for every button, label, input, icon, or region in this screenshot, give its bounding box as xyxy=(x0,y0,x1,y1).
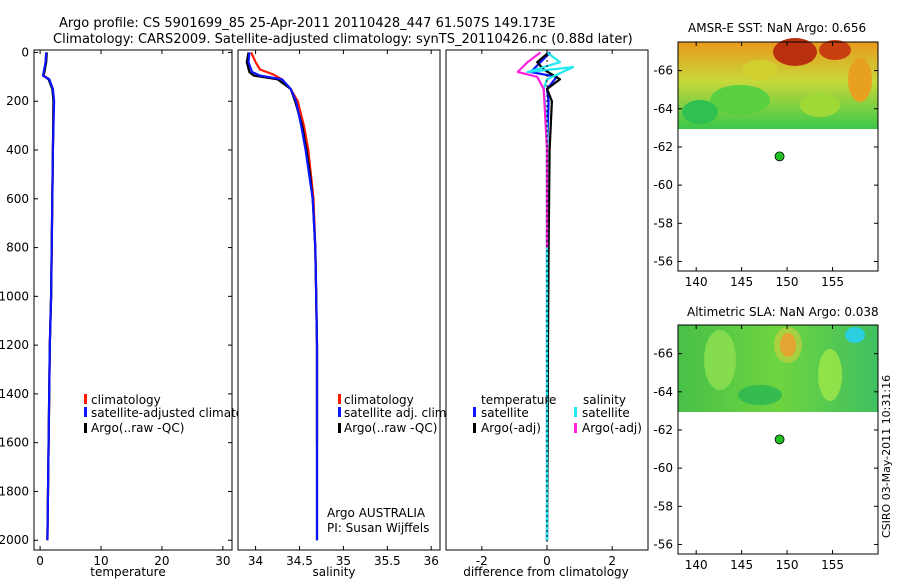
argo-float-marker xyxy=(774,434,785,445)
x-tick-label: -2 xyxy=(476,554,488,568)
legend-climatology: climatology xyxy=(91,393,161,407)
x-tick-label: 145 xyxy=(730,275,753,289)
x-tick-label: 0 xyxy=(543,554,551,568)
x-tick-label: 140 xyxy=(685,275,708,289)
legend-temp-satellite: satellite xyxy=(481,406,529,420)
legend-argo-raw: Argo(..raw -QC) xyxy=(91,421,184,435)
legend-swatch-blue xyxy=(473,407,476,417)
x-tick-label: 35.5 xyxy=(374,554,401,568)
salinity-legend: climatology satellite adj. clim. Argo(..… xyxy=(338,393,450,435)
y-tick-label: 2000 xyxy=(0,533,29,547)
sla-map-panel: Altimetric SLA: NaN Argo: 0.038 140 145 15… xyxy=(653,305,878,572)
x-tick-label: 150 xyxy=(776,558,799,572)
difference-panel: -2 0 2 difference from climatology tempera… xyxy=(445,49,649,579)
y-tick-label: -56 xyxy=(653,254,673,268)
legend-swatch-red xyxy=(338,394,341,404)
difference-legend: temperature satellite Argo(-adj) salinit… xyxy=(473,393,642,435)
legend-swatch-red xyxy=(84,394,87,404)
legend-swatch-black xyxy=(473,423,476,433)
legend-swatch-blue xyxy=(84,407,87,417)
sst-field xyxy=(682,38,872,124)
x-tick-label: 36 xyxy=(424,554,439,568)
x-tick-label: 145 xyxy=(730,558,753,572)
legend-salinity-title: salinity xyxy=(583,393,626,407)
x-tick-label: 155 xyxy=(821,275,844,289)
y-tick-label: 1400 xyxy=(0,387,29,401)
temperature-xlabel: temperature xyxy=(90,565,165,579)
salinity-panel: 34 34.5 35 35.5 36 salinity climatology sate… xyxy=(237,49,450,579)
y-tick-label: -62 xyxy=(653,423,673,437)
y-tick-label: -66 xyxy=(653,347,673,361)
y-tick-label: -56 xyxy=(653,537,673,551)
salinity-xlabel: salinity xyxy=(312,565,355,579)
legend-sal-satellite: satellite xyxy=(582,406,630,420)
legend-swatch-cyan xyxy=(574,407,577,417)
y-tick-label: 1000 xyxy=(0,289,29,303)
y-tick-label: -60 xyxy=(653,178,673,192)
legend-sal-argo: Argo(-adj) xyxy=(582,421,642,435)
y-tick-label: 1200 xyxy=(0,338,29,352)
legend-satellite-adjusted: satellite-adjusted climatology xyxy=(91,406,269,420)
temperature-panel: 0 10 20 30 0 200 400 600 800 1000 1200 1400 1600 180… xyxy=(0,45,269,579)
sla-map-title: Altimetric SLA: NaN Argo: 0.038 xyxy=(687,305,879,319)
x-tick-label: 34.5 xyxy=(286,554,313,568)
y-tick-label: 600 xyxy=(6,192,29,206)
annotation-pi: PI: Susan Wijffels xyxy=(327,521,429,535)
y-tick-label: -62 xyxy=(653,140,673,154)
x-tick-label: 155 xyxy=(821,558,844,572)
difference-xlabel: difference from climatology xyxy=(463,565,629,579)
x-tick-label: 35 xyxy=(336,554,351,568)
legend-swatch-blue xyxy=(338,407,341,417)
y-tick-label: 400 xyxy=(6,143,29,157)
legend-argo-raw: Argo(..raw -QC) xyxy=(344,421,437,435)
legend-swatch-black xyxy=(338,423,341,433)
legend-temp-argo: Argo(-adj) xyxy=(481,421,541,435)
series-satellite-adj-clim- xyxy=(247,52,319,541)
credit-stamp: CSIRO 03-May-2011 10:31:16 xyxy=(880,375,893,538)
x-tick-label: 0 xyxy=(36,554,44,568)
annotation-program: Argo AUSTRALIA xyxy=(327,506,426,520)
series-satellite-adjusted-climatology xyxy=(41,52,56,541)
legend-temperature-title: temperature xyxy=(481,393,556,407)
y-tick-label: 1800 xyxy=(0,484,29,498)
legend-satellite-adj: satellite adj. clim. xyxy=(344,406,450,420)
legend-climatology: climatology xyxy=(344,393,414,407)
y-tick-label: -66 xyxy=(653,64,673,78)
temperature-legend: climatology satellite-adjusted climatolo… xyxy=(84,393,269,435)
y-tick-label: -58 xyxy=(653,499,673,513)
legend-swatch-magenta xyxy=(574,423,577,433)
sst-map-title: AMSR-E SST: NaN Argo: 0.656 xyxy=(688,21,866,35)
legend-swatch-black xyxy=(84,423,87,433)
sst-map-panel: AMSR-E SST: NaN Argo: 0.656 140 145 150 155… xyxy=(653,21,879,289)
y-tick-label: 200 xyxy=(6,94,29,108)
x-tick-label: 20 xyxy=(154,554,169,568)
y-tick-label: -64 xyxy=(653,385,673,399)
sla-field xyxy=(704,327,865,405)
argo-float-marker xyxy=(774,151,785,162)
title-line-2: Climatology: CARS2009. Satellite-adjuste… xyxy=(53,32,633,47)
y-tick-label: -64 xyxy=(653,102,673,116)
x-tick-label: 140 xyxy=(685,558,708,572)
x-tick-label: 10 xyxy=(93,554,108,568)
y-tick-label: -60 xyxy=(653,461,673,475)
x-tick-label: 30 xyxy=(215,554,230,568)
x-tick-label: 150 xyxy=(776,275,799,289)
x-tick-label: 34 xyxy=(248,554,263,568)
y-tick-label: 0 xyxy=(21,45,29,59)
y-tick-label: 800 xyxy=(6,241,29,255)
y-tick-label: 1600 xyxy=(0,436,29,450)
x-tick-label: 2 xyxy=(608,554,616,568)
title-line-1: Argo profile: CS 5901699_85 25-Apr-2011 … xyxy=(59,16,555,31)
y-tick-label: -58 xyxy=(653,216,673,230)
